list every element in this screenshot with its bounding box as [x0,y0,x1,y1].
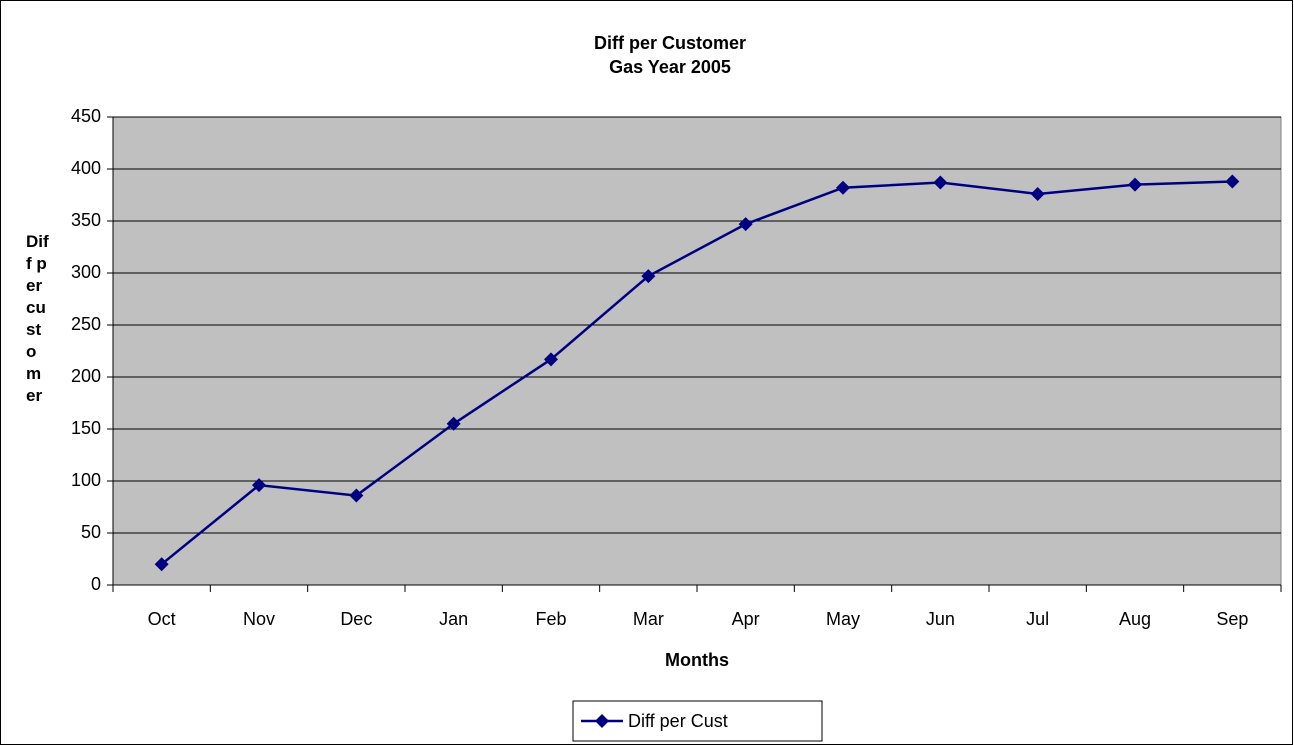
x-tick-label: Dec [340,609,372,629]
x-axis-label: Months [665,650,729,670]
x-tick-label: Sep [1216,609,1248,629]
y-tick-label: 300 [71,262,101,282]
data-point [1128,177,1142,192]
y-tick-label: 350 [71,210,101,230]
plot-area [112,116,1282,586]
data-point [641,269,656,284]
legend-label: Diff per Cust [628,711,728,731]
data-point [154,557,169,572]
series-line [160,180,1233,566]
data-point [446,416,461,431]
data-point [1030,186,1045,201]
data-point [1225,174,1240,189]
x-tick-label: Mar [633,609,664,629]
x-tick-label: Feb [535,609,566,629]
y-tick-label: 50 [81,522,101,542]
data-point [544,352,558,367]
x-tick-label: Aug [1119,609,1151,629]
y-tick-label: 250 [71,314,101,334]
x-tick-label: Jun [926,609,955,629]
x-tick-label: Nov [243,609,275,629]
x-tick-label: Jan [439,609,468,629]
data-point [836,180,850,195]
y-tick-label: 0 [91,574,101,594]
x-tick-label: Apr [732,609,760,629]
x-tick-label: Oct [148,609,176,629]
data-point [349,488,364,503]
data-point [933,175,948,190]
data-point [252,478,266,493]
chart-title: Diff per Customer [594,33,746,53]
y-tick-label: 150 [71,418,101,438]
data-point [738,217,753,232]
chart-subtitle: Gas Year 2005 [609,57,731,77]
y-tick-label: 200 [71,366,101,386]
y-tick-label: 400 [71,158,101,178]
y-axis-label-box: Diff per customer [26,232,49,405]
y-axis-label: Diff per customer [26,232,49,405]
y-tick-label: 450 [71,106,101,126]
x-tick-label: Jul [1026,609,1049,629]
y-tick-label: 100 [71,470,101,490]
legend-marker [595,714,609,728]
x-tick-label: May [826,609,860,629]
